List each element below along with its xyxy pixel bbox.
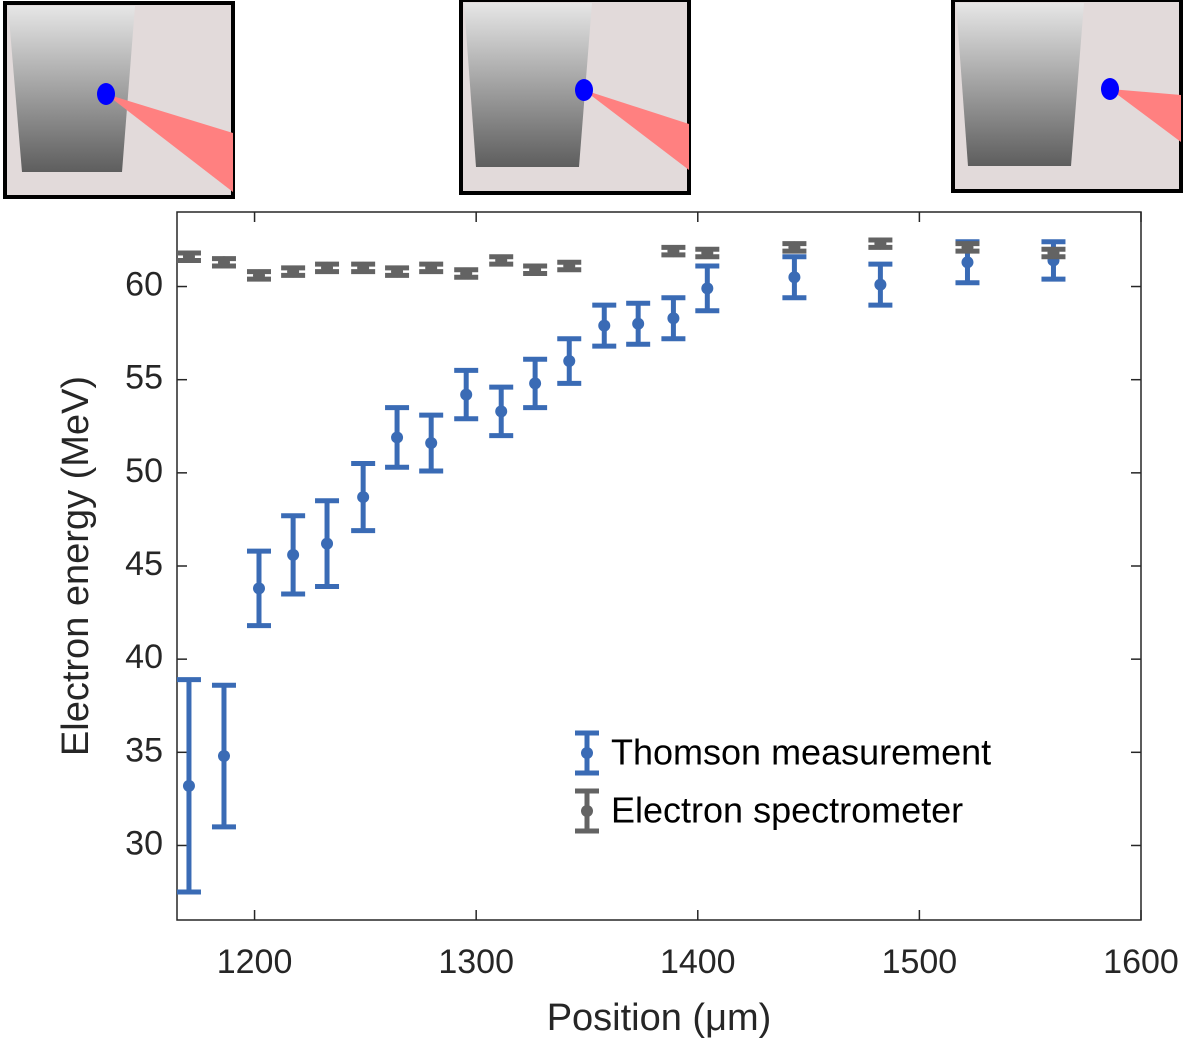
legend-swatch (581, 747, 593, 759)
point (701, 246, 714, 259)
point (391, 265, 404, 278)
legend-entry: Electron spectrometer (575, 788, 963, 834)
point (425, 261, 438, 274)
point (425, 437, 438, 450)
x-tick-label: 1300 (438, 943, 514, 981)
y-tick-label: 35 (125, 731, 163, 769)
point (321, 261, 334, 274)
point (252, 269, 265, 282)
inset-3 (951, 0, 1183, 193)
point (287, 265, 300, 278)
point (495, 405, 508, 418)
point (701, 282, 714, 295)
point (357, 261, 370, 274)
point (598, 319, 611, 332)
point (460, 267, 473, 280)
point (182, 779, 195, 792)
point (788, 271, 801, 284)
point (321, 537, 334, 550)
x-tick-label: 1500 (882, 943, 958, 981)
y-axis-label: Electron energy (MeV) (55, 376, 97, 756)
point (563, 355, 576, 368)
y-tick-label: 50 (125, 452, 163, 490)
inset-1 (3, 1, 235, 199)
x-tick-label: 1600 (1103, 943, 1179, 981)
point (217, 256, 230, 269)
x-tick-label: 1400 (660, 943, 736, 981)
point (961, 241, 974, 254)
point (182, 250, 195, 263)
point (667, 312, 680, 325)
point (529, 377, 542, 390)
point (788, 241, 801, 254)
point (252, 582, 265, 595)
point (874, 237, 887, 250)
point (667, 245, 680, 258)
y-tick-label: 55 (125, 359, 163, 397)
y-tick-label: 30 (125, 824, 163, 862)
point (460, 388, 473, 401)
inset-2 (459, 0, 691, 195)
legend-label: Electron spectrometer (611, 790, 963, 831)
legend-label: Thomson measurement (611, 732, 991, 773)
point (961, 256, 974, 269)
point (563, 260, 576, 273)
point (357, 491, 370, 504)
point (1047, 246, 1060, 259)
y-tick-label: 40 (125, 638, 163, 676)
point (495, 254, 508, 267)
point (632, 317, 645, 330)
x-axis-label: Position (μm) (547, 997, 772, 1039)
point (874, 278, 887, 291)
x-tick-label: 1200 (217, 943, 293, 981)
point (287, 548, 300, 561)
legend-swatch (581, 805, 593, 817)
point (217, 750, 230, 763)
y-tick-label: 60 (125, 266, 163, 304)
point (391, 431, 404, 444)
y-tick-label: 45 (125, 545, 163, 583)
legend-entry: Thomson measurement (575, 730, 991, 776)
point (529, 263, 542, 276)
